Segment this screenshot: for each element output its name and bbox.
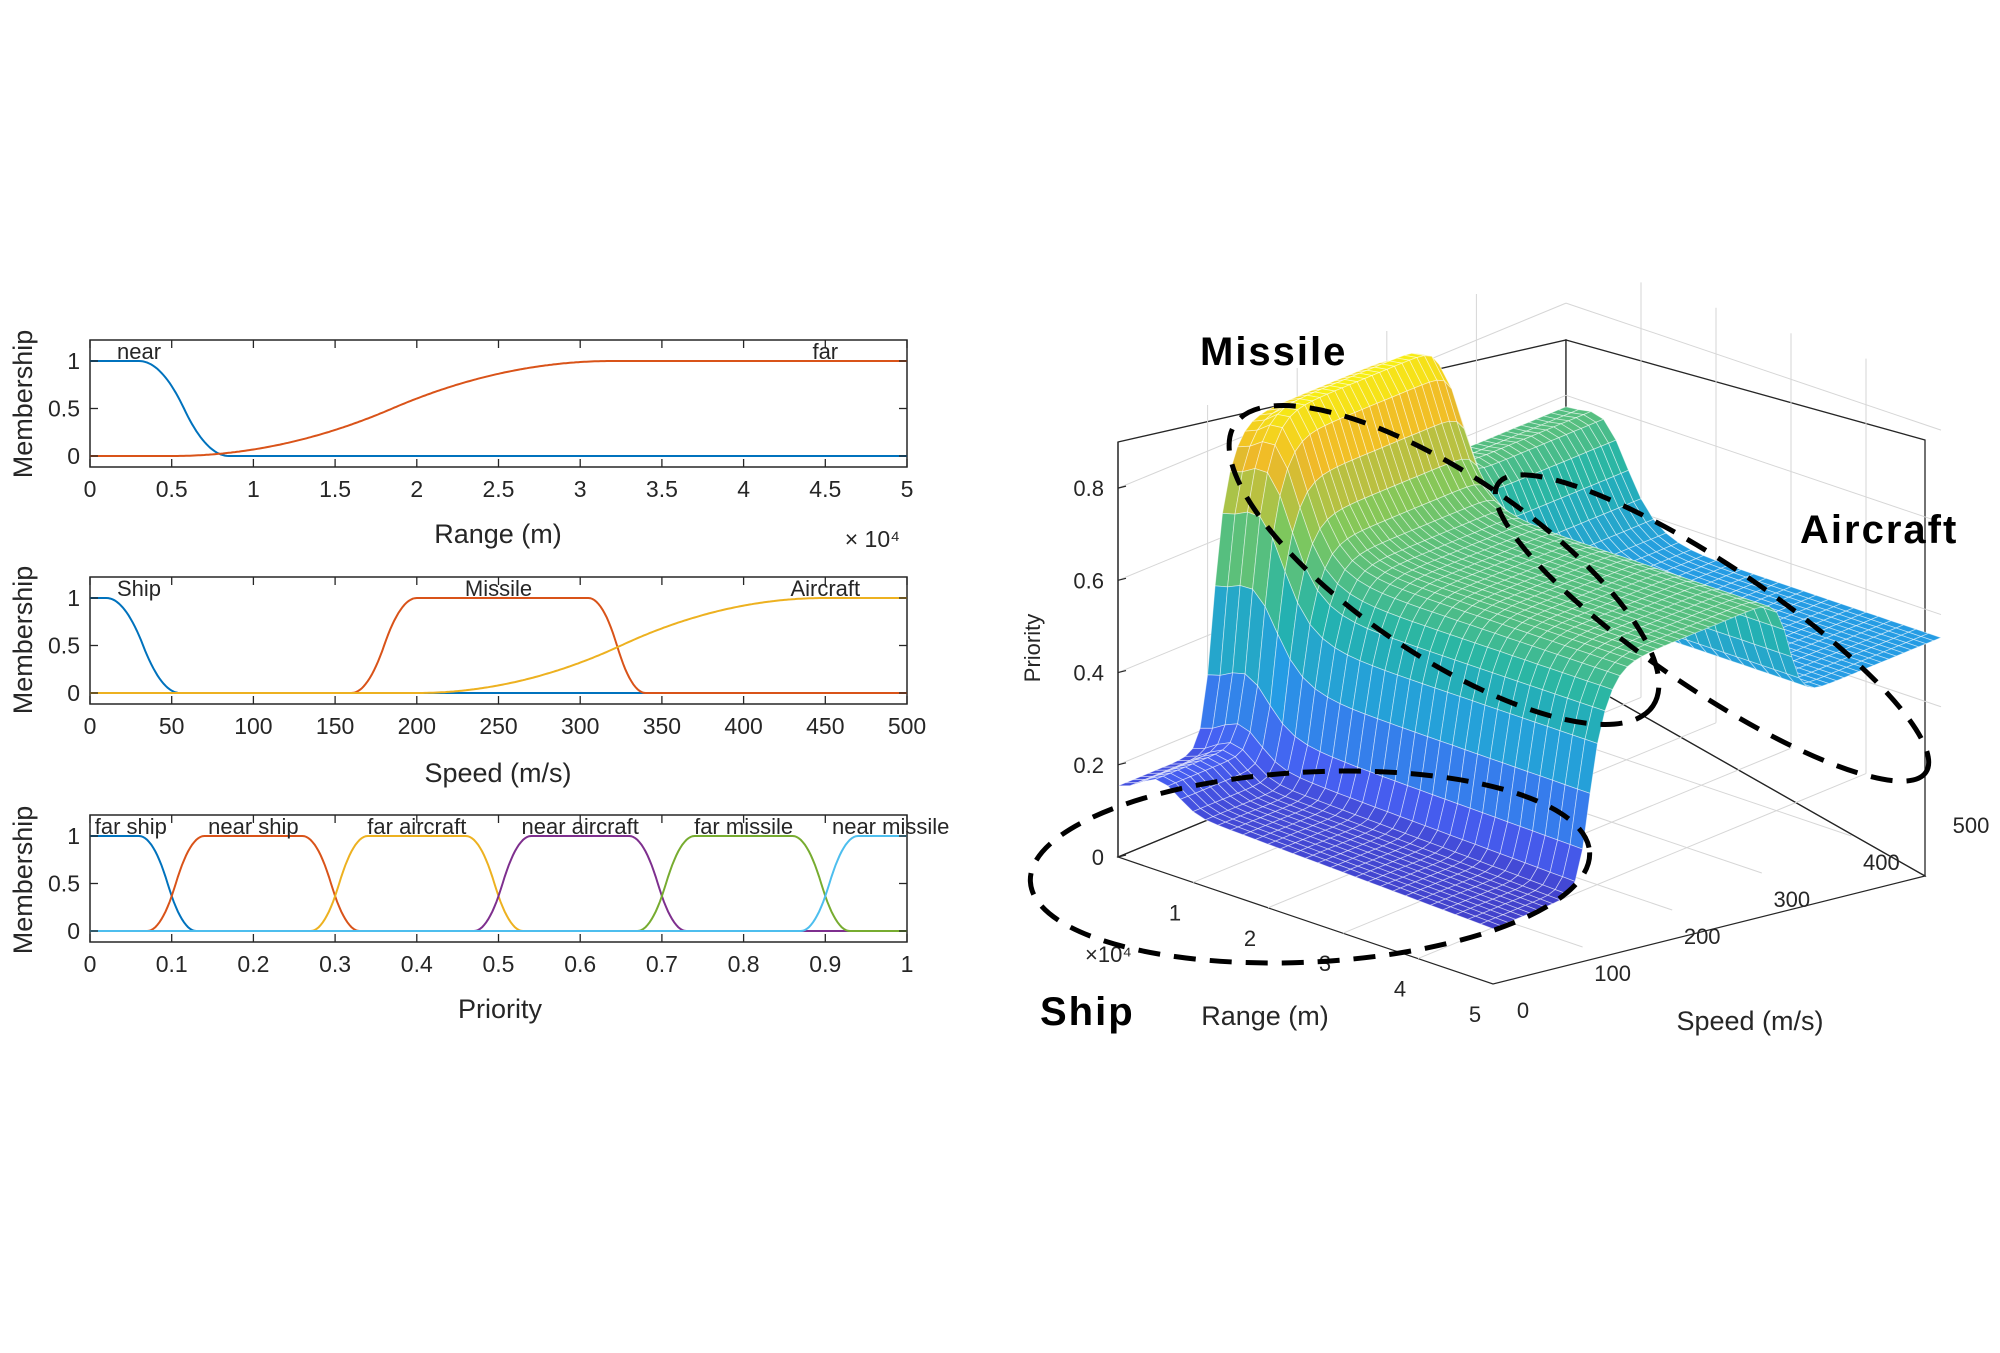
x-tick-label: 0.5 bbox=[156, 476, 188, 502]
x-tick-label: 0 bbox=[84, 713, 97, 739]
x-tick-label: 0.1 bbox=[156, 951, 188, 977]
y-tick-label: 1 bbox=[67, 823, 80, 849]
x-tick-label: 1 bbox=[247, 476, 260, 502]
x-tick-label: 0.4 bbox=[401, 951, 433, 977]
ship-annotation: Ship bbox=[1040, 990, 1135, 1034]
y-axis-label: Membership bbox=[8, 806, 38, 955]
range-membership-panel: near far 0 0.5 1 1.5 2 2.5 3 3.5 4 4.5 5 00.51 Memb… bbox=[8, 330, 913, 552]
z-tick-mark bbox=[1117, 669, 1127, 674]
x-tick-label: 0.5 bbox=[483, 951, 515, 977]
x-tick-label: 500 bbox=[888, 713, 926, 739]
x-tick-label: 4 bbox=[1394, 977, 1406, 1002]
grid-line bbox=[1565, 302, 1942, 431]
y-tick-label: 0 bbox=[67, 680, 80, 706]
x-tick-label: 0.6 bbox=[564, 951, 596, 977]
x-tick-label: 5 bbox=[1469, 1002, 1481, 1027]
mf-curve-2 bbox=[90, 597, 907, 694]
z-tick-mark bbox=[1117, 854, 1127, 858]
mf-curve-1 bbox=[90, 360, 907, 457]
x-tick-label: 100 bbox=[234, 713, 272, 739]
x-tick-label: 1 bbox=[1169, 900, 1181, 925]
x-axis-label: Range (m) bbox=[1201, 1001, 1329, 1031]
z-tick-label: 0.4 bbox=[1073, 661, 1104, 686]
x-tick-label: 1 bbox=[901, 951, 914, 977]
z-axis-label: Priority bbox=[1020, 614, 1045, 682]
x-tick-label: 0.2 bbox=[237, 951, 269, 977]
x-exponent-label: × 10⁴ bbox=[845, 526, 900, 552]
x-tick-label: 250 bbox=[479, 713, 517, 739]
mf-curve-0 bbox=[90, 360, 907, 457]
x-tick-label: 0.8 bbox=[728, 951, 760, 977]
y-tick-label: 0 bbox=[1517, 998, 1529, 1023]
speed-membership-panel: Ship Missile Aircraft 0 50 100 150 200 250 300 35… bbox=[8, 566, 926, 788]
x-tick-label: 0 bbox=[84, 476, 97, 502]
plot-box bbox=[89, 339, 908, 468]
mf-label: far ship bbox=[95, 814, 167, 839]
mf-label: Ship bbox=[117, 576, 161, 601]
y-axis-label: Speed (m/s) bbox=[1676, 1006, 1823, 1036]
y-axis-label: Membership bbox=[8, 566, 38, 715]
y-tick-label: 500 bbox=[1953, 813, 1990, 838]
z-tick-label: 0.8 bbox=[1073, 476, 1104, 501]
y-tick-label: 300 bbox=[1773, 887, 1810, 912]
x-tick-label: 200 bbox=[398, 713, 436, 739]
mf-label: near missile bbox=[832, 814, 949, 839]
x-tick-label: 0.9 bbox=[809, 951, 841, 977]
x-tick-label: 3 bbox=[574, 476, 587, 502]
x-tick-label: 3.5 bbox=[646, 476, 678, 502]
z-tick-label: 0 bbox=[1092, 845, 1104, 870]
priority-membership-panel: far ship near ship far aircraft near aircra… bbox=[8, 806, 949, 1024]
z-tick-label: 0.6 bbox=[1073, 568, 1104, 593]
x-tick-label: 0 bbox=[84, 951, 97, 977]
x-tick-label: 4.5 bbox=[809, 476, 841, 502]
z-tick-mark bbox=[1117, 577, 1127, 581]
y-tick-label: 0 bbox=[67, 443, 80, 469]
x-axis-label: Range (m) bbox=[434, 519, 562, 549]
x-axis-label: Priority bbox=[458, 994, 543, 1024]
x-tick-label: 450 bbox=[806, 713, 844, 739]
x-tick-label: 4 bbox=[737, 476, 750, 502]
mf-curve-5 bbox=[90, 835, 907, 932]
ship-highlight-ellipse bbox=[1027, 768, 1593, 966]
x-tick-label: 2 bbox=[410, 476, 423, 502]
x-tick-label: 150 bbox=[316, 713, 354, 739]
aircraft-highlight-ellipse bbox=[1492, 472, 1932, 784]
x-axis-label: Speed (m/s) bbox=[424, 758, 571, 788]
aircraft-annotation: Aircraft bbox=[1800, 508, 1958, 552]
x-tick-label: 0.7 bbox=[646, 951, 678, 977]
x-tick-label: 400 bbox=[724, 713, 762, 739]
x-tick-label: 350 bbox=[643, 713, 681, 739]
z-tick-mark bbox=[1117, 762, 1127, 766]
y-tick-label: 0.5 bbox=[48, 633, 80, 659]
x-tick-label: 2.5 bbox=[483, 476, 515, 502]
z-tick-mark bbox=[1117, 485, 1127, 489]
y-tick-label: 1 bbox=[67, 348, 80, 374]
x-tick-label: 1.5 bbox=[319, 476, 351, 502]
y-tick-label: 100 bbox=[1594, 961, 1631, 986]
y-tick-label: 200 bbox=[1684, 924, 1721, 949]
x-tick-label: 0.3 bbox=[319, 951, 351, 977]
y-tick-label: 0.5 bbox=[48, 396, 80, 422]
missile-highlight-ellipse bbox=[1226, 403, 1662, 727]
y-tick-label: 0 bbox=[67, 918, 80, 944]
y-tick-label: 1 bbox=[67, 585, 80, 611]
missile-annotation: Missile bbox=[1200, 330, 1347, 374]
y-tick-label: 0.5 bbox=[48, 871, 80, 897]
z-tick-label: 0.2 bbox=[1073, 753, 1104, 778]
x-tick-label: 50 bbox=[159, 713, 185, 739]
y-tick-label: 400 bbox=[1863, 850, 1900, 875]
mf-label: near bbox=[117, 339, 161, 364]
y-axis-label: Membership bbox=[8, 330, 38, 479]
x-tick-label: 2 bbox=[1244, 926, 1256, 951]
grid-line bbox=[1565, 394, 1942, 523]
x-tick-label: 300 bbox=[561, 713, 599, 739]
x-tick-label: 5 bbox=[901, 476, 914, 502]
